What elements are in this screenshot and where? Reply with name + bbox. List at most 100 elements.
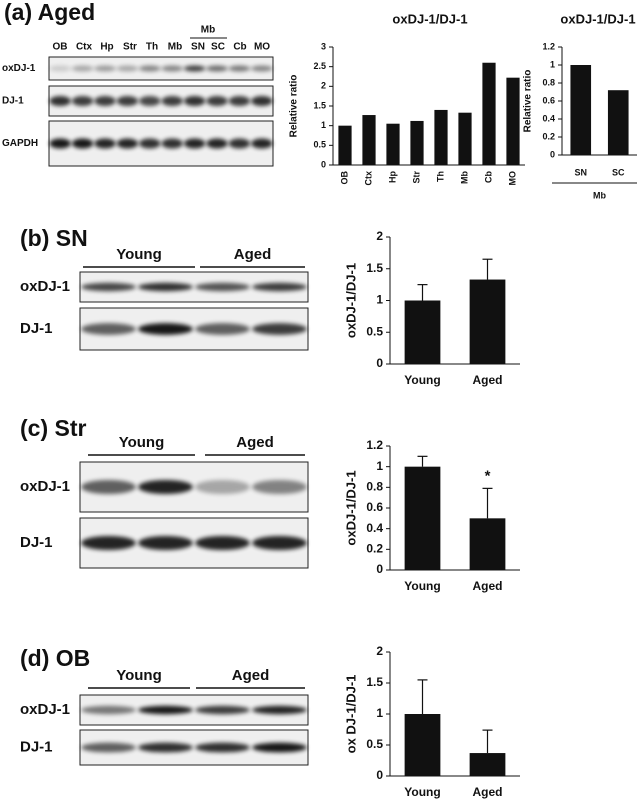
lane-label: Mb xyxy=(168,42,182,53)
blot-band xyxy=(228,138,251,149)
y-tick-label: 0.6 xyxy=(366,500,383,514)
group-label: Young xyxy=(116,246,162,263)
blot-band xyxy=(161,138,183,149)
blot-band xyxy=(206,65,228,72)
blot-band xyxy=(183,96,206,106)
x-tick-label: Cb xyxy=(483,171,493,183)
blot-band xyxy=(183,65,206,72)
error-bar xyxy=(482,487,493,519)
y-tick-label: 0.5 xyxy=(366,737,383,751)
blot-band xyxy=(81,536,136,550)
y-tick-label: 0.8 xyxy=(366,480,383,494)
blot-band xyxy=(116,65,139,72)
bar xyxy=(458,112,472,165)
x-tick-label: SN xyxy=(574,167,587,177)
blot-band xyxy=(81,480,136,494)
lane-label: MO xyxy=(254,42,270,53)
y-axis-label: oxDJ-1/DJ-1 xyxy=(343,263,358,338)
lane-label: Hp xyxy=(100,42,113,53)
panel-title: (d) OB xyxy=(20,645,90,671)
blot-band xyxy=(206,138,228,149)
blot-band xyxy=(138,282,193,292)
bar xyxy=(469,518,506,570)
blot-band xyxy=(138,705,193,715)
lane-label: Ctx xyxy=(76,42,93,53)
blot-band xyxy=(139,65,161,72)
lane-label: Str xyxy=(123,42,137,53)
y-tick-label: 1.2 xyxy=(366,438,383,452)
blot-band xyxy=(161,96,183,106)
bar xyxy=(469,753,506,776)
lane-label: Cb xyxy=(233,42,246,53)
y-tick-label: 0.5 xyxy=(366,324,383,338)
blot-band xyxy=(161,65,183,72)
panel-title: (a) Aged xyxy=(4,0,95,25)
y-tick-label: 1.5 xyxy=(366,261,383,275)
bar xyxy=(386,123,400,165)
x-tick-label: Mb xyxy=(459,171,469,184)
blot-band xyxy=(195,742,250,753)
blot-band xyxy=(138,742,193,753)
group-label: Aged xyxy=(232,667,270,684)
group-label: Mb xyxy=(593,190,606,200)
y-tick-label: 1 xyxy=(376,706,383,720)
error-bar xyxy=(417,284,428,301)
y-tick-label: 1.5 xyxy=(313,100,326,110)
x-tick-label: Aged xyxy=(473,373,503,387)
blot-band xyxy=(195,323,250,335)
bar xyxy=(362,115,376,165)
bar xyxy=(469,279,506,364)
y-tick-label: 0 xyxy=(321,159,326,169)
group-label: Young xyxy=(116,667,162,684)
row-label: oxDJ-1 xyxy=(20,701,70,718)
lane-label: SN xyxy=(191,42,205,53)
blot-band xyxy=(71,65,94,72)
lane-label: Th xyxy=(146,42,158,53)
blot-band xyxy=(252,323,307,335)
y-tick-label: 1.5 xyxy=(366,675,383,689)
y-axis-label: ox DJ-1/DJ-1 xyxy=(343,675,358,754)
row-label: oxDJ-1 xyxy=(20,478,70,495)
blot-band xyxy=(252,742,307,753)
blot-band xyxy=(49,96,71,106)
error-bar xyxy=(482,729,493,754)
blot-band xyxy=(71,138,94,149)
blot-band xyxy=(252,536,307,550)
blot-band xyxy=(251,96,273,106)
blot-band xyxy=(252,282,307,292)
blot-band xyxy=(195,536,250,550)
panel-title: (b) SN xyxy=(20,225,88,251)
x-tick-label: Ctx xyxy=(363,171,373,186)
x-tick-label: MO xyxy=(507,171,517,186)
error-bar xyxy=(417,455,428,467)
blot-band xyxy=(228,96,251,106)
blot-background xyxy=(48,56,274,81)
y-tick-label: 0.4 xyxy=(366,521,383,535)
blot-band xyxy=(195,705,250,715)
blot-band xyxy=(94,65,116,72)
y-tick-label: 1 xyxy=(376,293,383,307)
blot-band xyxy=(138,480,193,494)
panel-title: (c) Str xyxy=(20,415,87,441)
blot-band xyxy=(139,96,161,106)
x-tick-label: Young xyxy=(404,373,440,387)
y-axis-label: oxDJ-1/DJ-1 xyxy=(343,470,358,545)
bar xyxy=(404,714,441,776)
blot-band xyxy=(81,705,136,715)
y-tick-label: 2 xyxy=(321,81,326,91)
row-label: DJ-1 xyxy=(20,534,53,551)
y-tick-label: 2 xyxy=(376,644,383,658)
blot-band xyxy=(183,138,206,149)
bar xyxy=(338,125,352,165)
bar xyxy=(404,300,441,364)
blot-band xyxy=(116,138,139,149)
lane-label: OB xyxy=(53,42,68,53)
error-bar xyxy=(417,679,428,714)
x-tick-label: Young xyxy=(404,785,440,799)
blot-band xyxy=(138,536,193,550)
blot-band xyxy=(252,705,307,715)
row-label: oxDJ-1 xyxy=(20,278,70,295)
y-tick-label: 1.2 xyxy=(542,41,555,51)
bar xyxy=(434,109,448,165)
